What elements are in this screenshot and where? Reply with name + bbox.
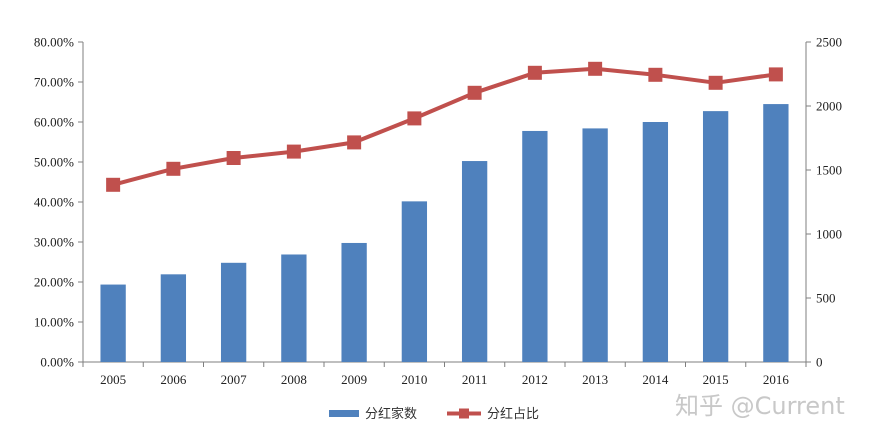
left-axis-ticks: 0.00% 10.00% 20.00% 30.00% 40.00% 50.00% 60.00… bbox=[34, 35, 83, 370]
right-tick-label: 1500 bbox=[816, 163, 842, 178]
watermark: 知乎 @Current bbox=[675, 392, 845, 420]
x-tick-label: 2005 bbox=[100, 372, 126, 387]
bar bbox=[763, 104, 789, 362]
x-tick-label: 2011 bbox=[462, 372, 488, 387]
bar bbox=[461, 161, 488, 362]
bar bbox=[160, 274, 187, 362]
right-tick-label: 0 bbox=[816, 355, 823, 370]
line-series-group bbox=[106, 61, 783, 192]
x-axis-ticks: 2005 2006 2007 2008 2009 2010 2011 2012 2013 2014… bbox=[100, 372, 789, 387]
line-point bbox=[648, 67, 663, 82]
left-tick-label: 20.00% bbox=[34, 275, 74, 290]
legend-line-marker bbox=[459, 408, 469, 419]
bar bbox=[702, 111, 729, 363]
x-tick-label: 2009 bbox=[341, 372, 367, 387]
legend-bar-label: 分红家数 bbox=[365, 406, 417, 422]
left-tick-label: 0.00% bbox=[40, 355, 74, 370]
x-tick-label: 2016 bbox=[763, 372, 790, 387]
left-tick-label: 50.00% bbox=[34, 155, 74, 170]
bar bbox=[401, 201, 428, 362]
axes bbox=[82, 42, 807, 367]
legend-line-label: 分红占比 bbox=[487, 406, 539, 422]
right-tick-label: 2500 bbox=[816, 35, 842, 50]
line-series bbox=[112, 66, 777, 187]
x-tick-label: 2012 bbox=[522, 372, 548, 387]
right-axis-ticks: 0 500 1000 1500 2000 2500 bbox=[806, 35, 842, 370]
left-tick-label: 40.00% bbox=[34, 195, 74, 210]
line-point bbox=[166, 161, 181, 176]
bar-series-group bbox=[100, 104, 789, 363]
left-tick-label: 60.00% bbox=[34, 115, 74, 130]
line-point bbox=[708, 75, 723, 90]
legend: 分红家数 分红占比 bbox=[329, 406, 539, 422]
bar bbox=[100, 284, 126, 362]
left-tick-label: 80.00% bbox=[34, 35, 74, 50]
bar bbox=[281, 254, 307, 362]
line-point bbox=[467, 85, 482, 100]
right-tick-label: 1000 bbox=[816, 227, 842, 242]
bar bbox=[642, 122, 669, 362]
line-point bbox=[106, 177, 121, 192]
line-point bbox=[286, 144, 301, 159]
x-tick-label: 2006 bbox=[160, 372, 187, 387]
line-point bbox=[347, 135, 362, 150]
right-tick-label: 2000 bbox=[816, 99, 842, 114]
right-tick-label: 500 bbox=[816, 291, 836, 306]
left-tick-label: 10.00% bbox=[34, 315, 74, 330]
bar bbox=[582, 128, 608, 362]
x-tick-label: 2008 bbox=[281, 372, 307, 387]
line-point bbox=[527, 65, 542, 80]
left-tick-label: 70.00% bbox=[34, 75, 74, 90]
x-tick-label: 2014 bbox=[642, 372, 669, 387]
x-tick-label: 2007 bbox=[221, 372, 248, 387]
x-tick-label: 2015 bbox=[703, 372, 729, 387]
line-point bbox=[226, 151, 241, 165]
x-tick-label: 2010 bbox=[401, 372, 427, 387]
bar bbox=[220, 262, 247, 362]
legend-bar-swatch bbox=[329, 410, 359, 417]
line-point bbox=[768, 67, 783, 82]
left-tick-label: 30.00% bbox=[34, 235, 74, 250]
bar bbox=[341, 242, 367, 362]
x-tick-label: 2013 bbox=[582, 372, 608, 387]
line-point bbox=[588, 61, 603, 76]
bar bbox=[522, 130, 548, 362]
line-point bbox=[407, 111, 422, 126]
